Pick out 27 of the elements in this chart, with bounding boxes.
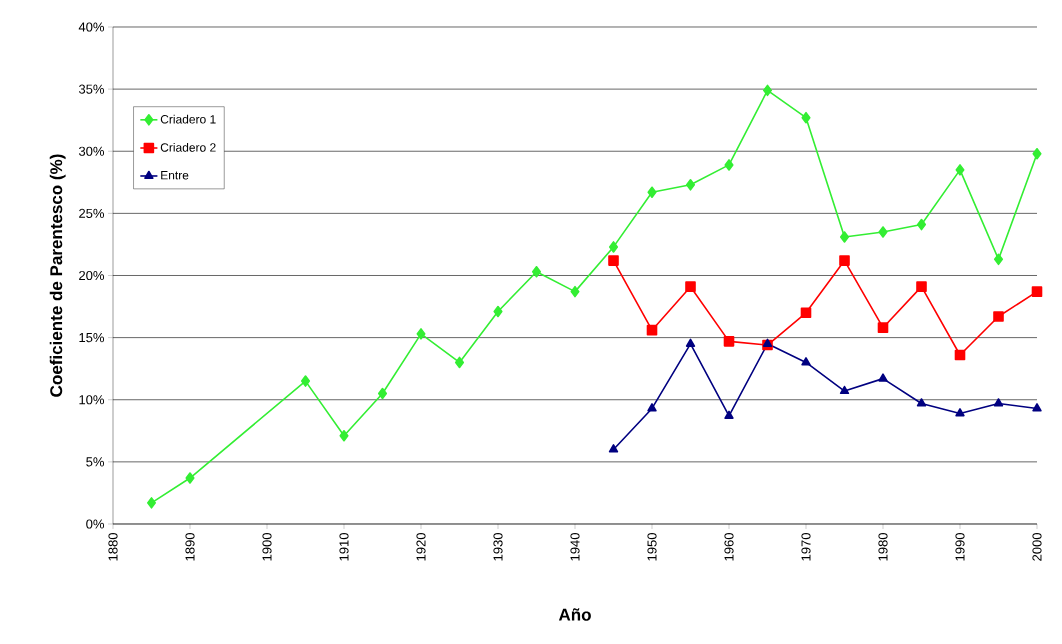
x-tick-label: 1980	[878, 533, 888, 561]
x-tick-label: 1960	[724, 533, 734, 561]
legend-label: Criadero 2	[160, 142, 216, 152]
x-tick-label: 1900	[262, 533, 272, 561]
y-tick-label: 0%	[86, 519, 105, 529]
x-tick-label: 1940	[570, 533, 580, 561]
x-tick-label: 1930	[493, 533, 503, 561]
y-tick-label: 40%	[78, 22, 105, 32]
y-tick-label: 5%	[86, 457, 105, 467]
y-tick-label: 30%	[78, 146, 105, 156]
y-axis-title: Coeficiente de Parentesco (%)	[49, 154, 66, 397]
x-tick-label: 1880	[108, 533, 118, 561]
y-tick-label: 10%	[79, 395, 105, 405]
x-tick-label: 1910	[339, 533, 349, 561]
x-tick-label: 1990	[955, 533, 965, 561]
x-tick-label: 1950	[647, 533, 657, 561]
legend-label: Entre	[161, 171, 189, 180]
y-tick-label: 25%	[79, 208, 105, 218]
y-tick-label: 15%	[79, 333, 105, 343]
legend-label: Criadero 1	[160, 114, 216, 124]
x-tick-label: 1890	[185, 533, 195, 561]
y-tick-label: 35%	[78, 84, 105, 94]
x-tick-label: 2000	[1032, 533, 1042, 561]
x-tick-label: 1970	[801, 533, 811, 561]
y-tick-label: 20%	[79, 270, 105, 281]
x-axis-title: Año	[558, 608, 591, 621]
x-tick-label: 1920	[416, 533, 426, 561]
